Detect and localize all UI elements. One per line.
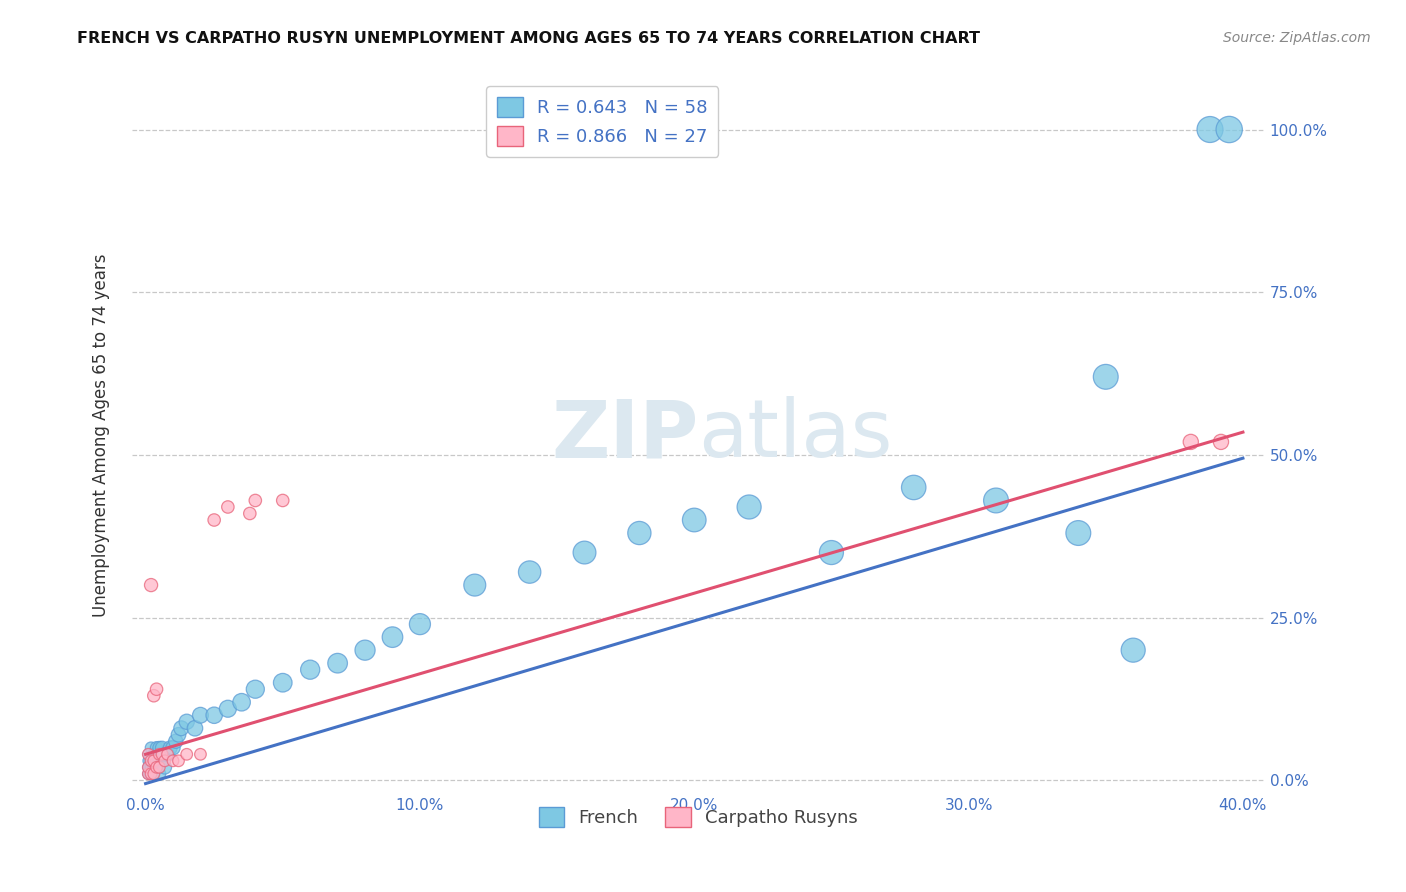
- Point: [145, 682, 167, 697]
- Point: [165, 734, 187, 748]
- Point: [239, 507, 262, 521]
- Point: [184, 721, 207, 735]
- Point: [326, 656, 349, 670]
- Point: [148, 767, 170, 781]
- Point: [409, 617, 432, 632]
- Point: [142, 767, 165, 781]
- Point: [142, 760, 165, 774]
- Y-axis label: Unemployment Among Ages 65 to 74 years: Unemployment Among Ages 65 to 74 years: [93, 253, 110, 617]
- Point: [464, 578, 486, 592]
- Point: [381, 630, 404, 644]
- Point: [142, 689, 165, 703]
- Point: [202, 708, 225, 723]
- Point: [145, 740, 167, 755]
- Legend: French, Carpatho Rusyns: French, Carpatho Rusyns: [531, 800, 865, 834]
- Point: [170, 721, 193, 735]
- Point: [148, 747, 170, 762]
- Point: [145, 754, 167, 768]
- Point: [683, 513, 706, 527]
- Text: Source: ZipAtlas.com: Source: ZipAtlas.com: [1223, 31, 1371, 45]
- Point: [217, 702, 239, 716]
- Point: [150, 747, 173, 762]
- Point: [271, 493, 294, 508]
- Point: [159, 740, 181, 755]
- Point: [1209, 434, 1232, 449]
- Point: [136, 767, 159, 781]
- Point: [139, 760, 162, 774]
- Point: [148, 760, 170, 774]
- Point: [167, 728, 190, 742]
- Point: [1218, 122, 1240, 136]
- Point: [1180, 434, 1202, 449]
- Point: [628, 526, 651, 541]
- Point: [136, 760, 159, 774]
- Point: [148, 754, 170, 768]
- Text: ZIP: ZIP: [551, 396, 699, 475]
- Point: [1067, 526, 1090, 541]
- Point: [820, 545, 842, 559]
- Point: [903, 480, 925, 494]
- Point: [136, 760, 159, 774]
- Text: atlas: atlas: [699, 396, 893, 475]
- Point: [153, 760, 176, 774]
- Point: [139, 760, 162, 774]
- Point: [245, 493, 267, 508]
- Point: [139, 754, 162, 768]
- Point: [136, 760, 159, 774]
- Point: [142, 767, 165, 781]
- Point: [984, 493, 1007, 508]
- Point: [176, 714, 198, 729]
- Point: [139, 740, 162, 755]
- Point: [190, 747, 212, 762]
- Point: [231, 695, 253, 709]
- Point: [142, 754, 165, 768]
- Point: [136, 767, 159, 781]
- Point: [217, 500, 239, 514]
- Point: [354, 643, 377, 657]
- Point: [139, 767, 162, 781]
- Point: [136, 747, 159, 762]
- Point: [271, 675, 294, 690]
- Point: [153, 747, 176, 762]
- Point: [167, 754, 190, 768]
- Point: [142, 747, 165, 762]
- Point: [190, 708, 212, 723]
- Point: [150, 740, 173, 755]
- Point: [136, 754, 159, 768]
- Point: [738, 500, 761, 514]
- Text: FRENCH VS CARPATHO RUSYN UNEMPLOYMENT AMONG AGES 65 TO 74 YEARS CORRELATION CHAR: FRENCH VS CARPATHO RUSYN UNEMPLOYMENT AM…: [77, 31, 980, 46]
- Point: [139, 754, 162, 768]
- Point: [148, 740, 170, 755]
- Point: [142, 754, 165, 768]
- Point: [150, 754, 173, 768]
- Point: [519, 565, 541, 579]
- Point: [162, 754, 184, 768]
- Point: [145, 760, 167, 774]
- Point: [139, 578, 162, 592]
- Point: [1122, 643, 1144, 657]
- Point: [139, 767, 162, 781]
- Point: [156, 747, 179, 762]
- Point: [202, 513, 225, 527]
- Point: [245, 682, 267, 697]
- Point: [1199, 122, 1222, 136]
- Point: [145, 760, 167, 774]
- Point: [162, 740, 184, 755]
- Point: [136, 767, 159, 781]
- Point: [574, 545, 596, 559]
- Point: [136, 747, 159, 762]
- Point: [153, 754, 176, 768]
- Point: [1094, 369, 1116, 384]
- Point: [156, 747, 179, 762]
- Point: [299, 663, 322, 677]
- Point: [176, 747, 198, 762]
